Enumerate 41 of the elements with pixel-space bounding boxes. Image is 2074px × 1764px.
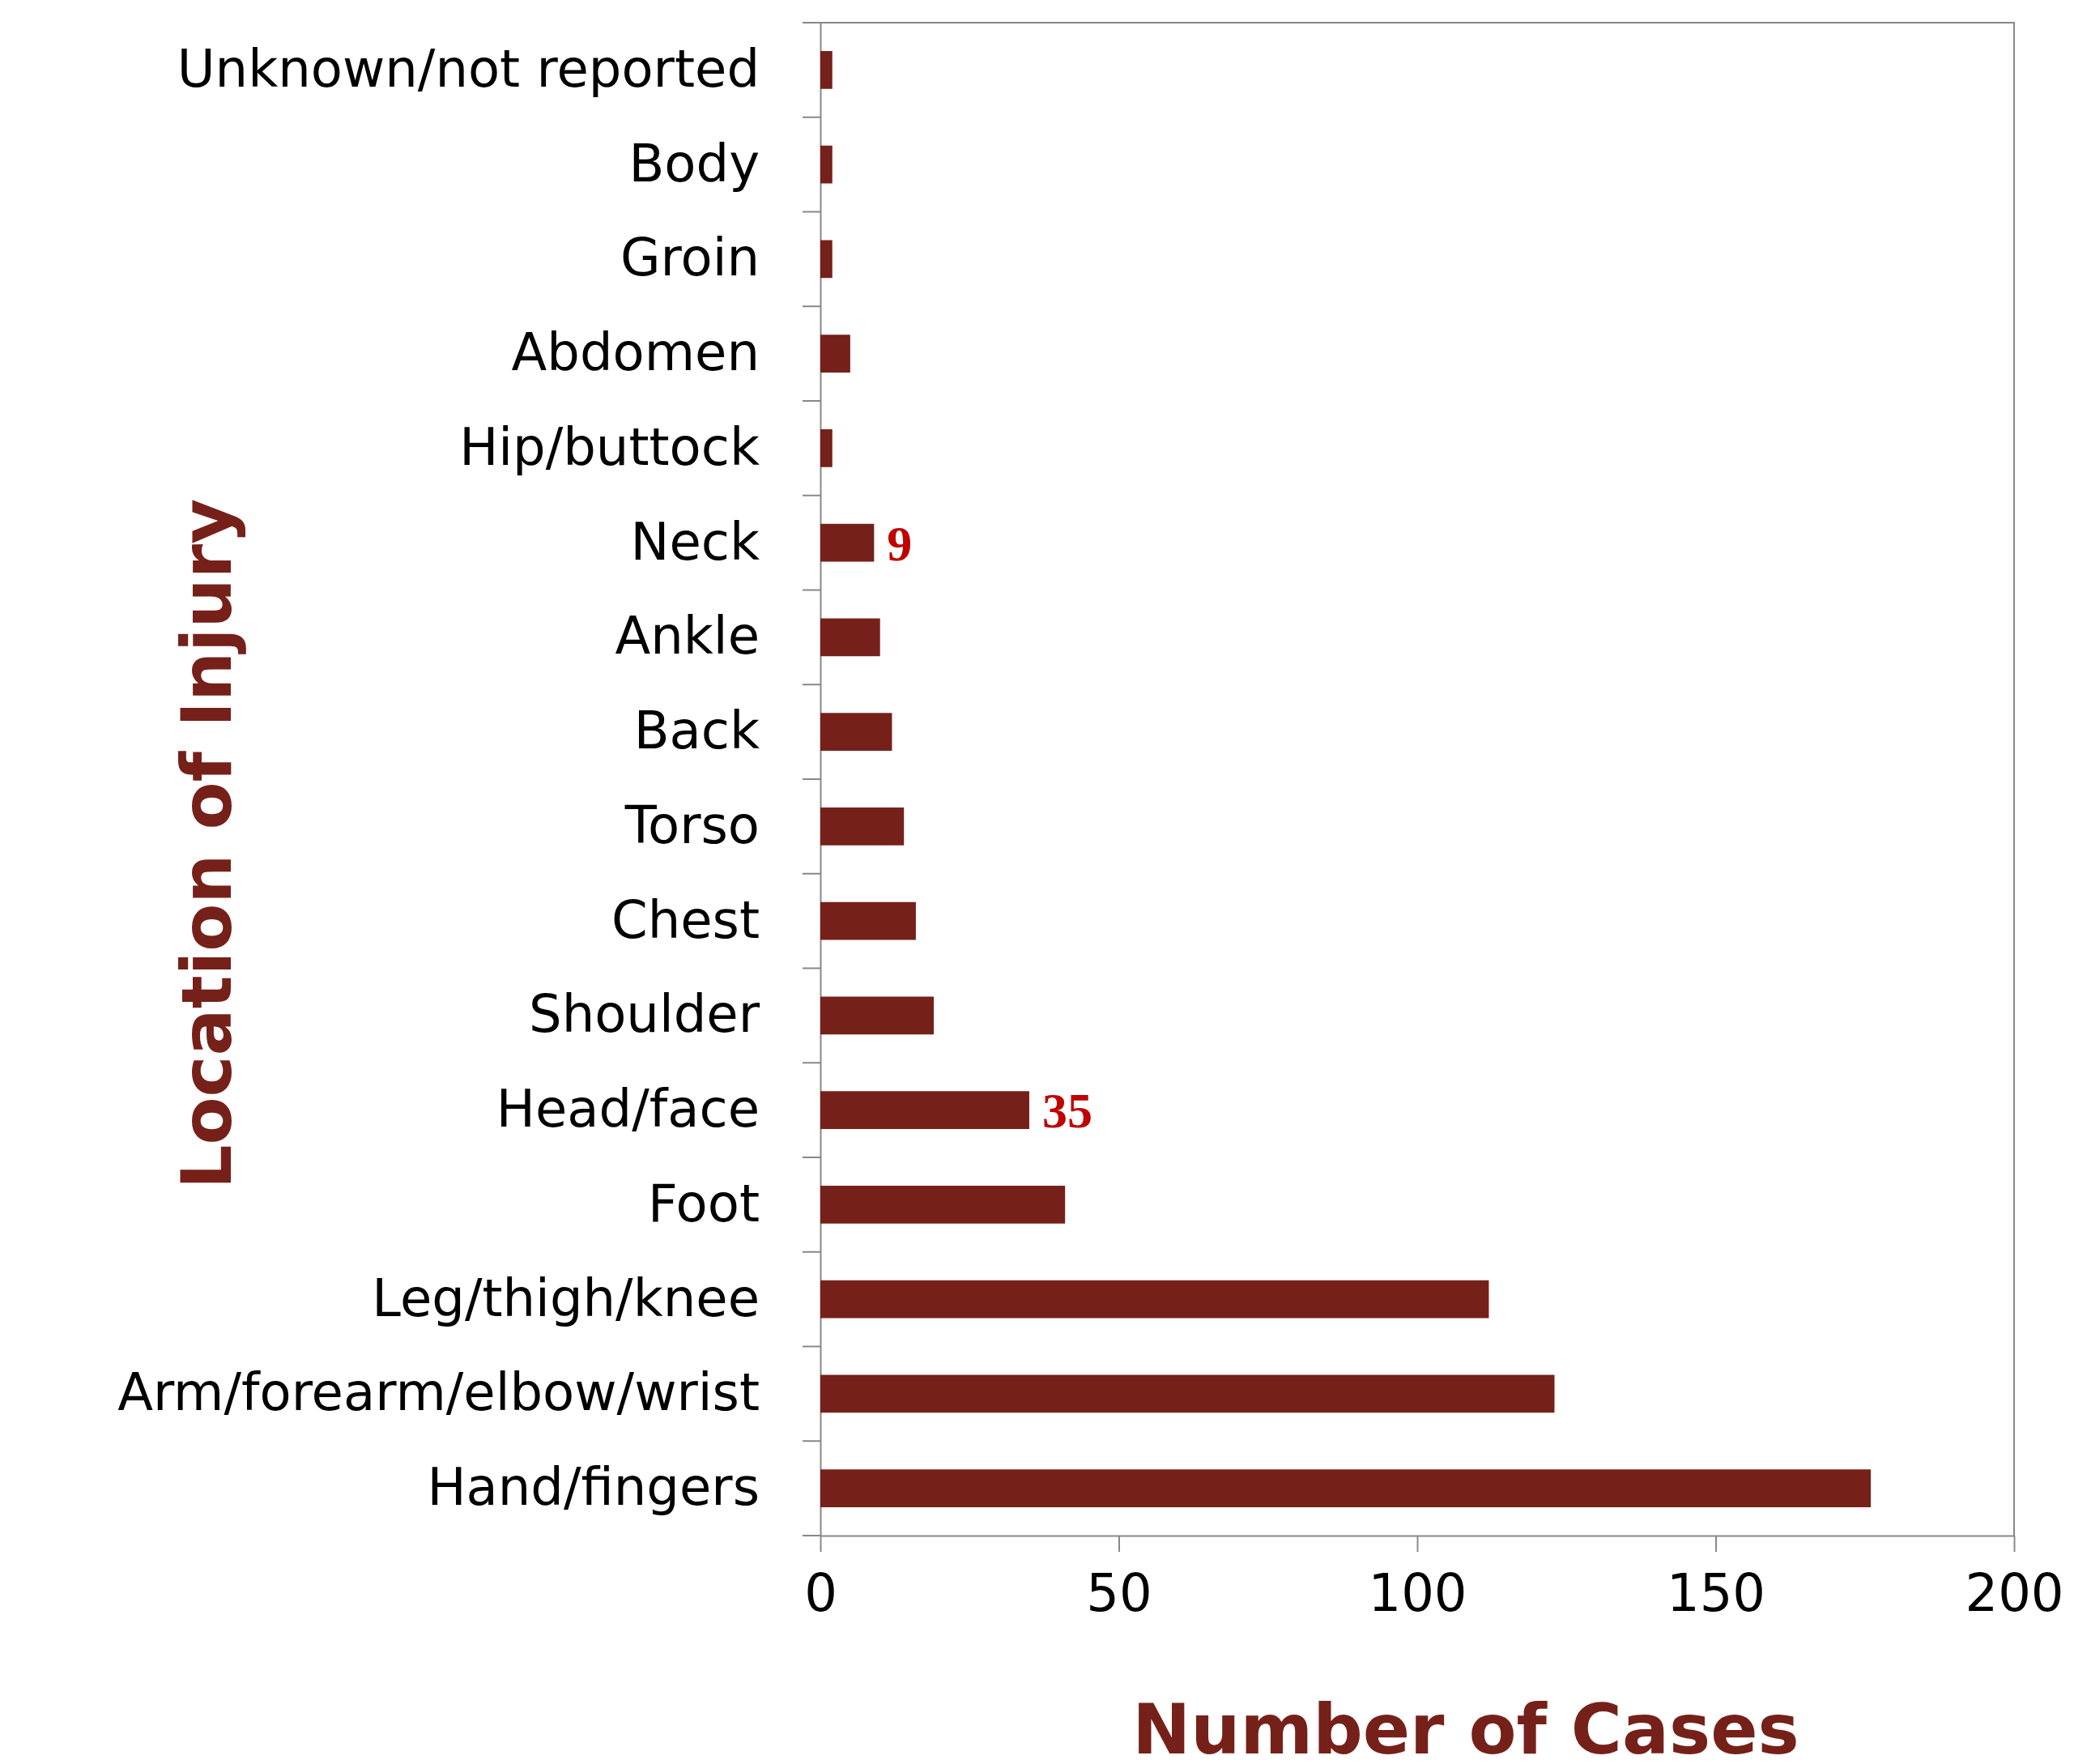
bar — [820, 1186, 1066, 1224]
y-tick-label: Body — [628, 133, 760, 194]
data-label: 9 — [887, 515, 913, 571]
bar — [820, 240, 833, 279]
y-tick-label: Arm/forearm/elbow/wrist — [117, 1362, 760, 1423]
bar — [820, 334, 850, 373]
x-tick-label: 150 — [1666, 1563, 1766, 1624]
x-tick-label: 100 — [1368, 1563, 1467, 1624]
y-tick-label: Leg/thigh/knee — [372, 1268, 760, 1328]
y-tick-label: Shoulder — [529, 984, 760, 1045]
bar — [820, 807, 905, 846]
bar — [820, 713, 892, 751]
x-tick-label: 200 — [1965, 1563, 2064, 1624]
y-tick-label: Neck — [630, 511, 760, 572]
y-axis-title: Location of Injury — [166, 498, 247, 1190]
bar — [820, 51, 833, 89]
y-tick-label: Ankle — [615, 606, 760, 667]
y-tick-label: Abdomen — [511, 322, 760, 383]
y-tick-label: Chest — [611, 889, 760, 950]
y-tick-label: Unknown/not reported — [177, 38, 760, 99]
y-tick-label: Back — [633, 701, 760, 761]
x-axis-title: Number of Cases — [1132, 1689, 1799, 1764]
bar — [820, 1280, 1489, 1319]
y-tick-label: Head/face — [496, 1079, 760, 1140]
x-tick-label: 50 — [1086, 1563, 1152, 1624]
bar — [820, 429, 833, 467]
y-tick-label: Hand/fingers — [427, 1457, 760, 1518]
data-label: 35 — [1041, 1083, 1092, 1139]
bar — [820, 145, 833, 184]
bar — [820, 523, 875, 562]
y-tick-label: Groin — [620, 228, 760, 288]
y-tick-label: Torso — [624, 795, 760, 855]
bar — [820, 996, 935, 1035]
bar — [820, 1091, 1029, 1129]
bar — [820, 1374, 1555, 1413]
bar — [820, 618, 880, 657]
x-tick-label: 0 — [804, 1563, 837, 1624]
y-tick-label: Foot — [648, 1173, 760, 1234]
bar — [820, 901, 916, 940]
bar — [820, 1469, 1872, 1507]
y-tick-label: Hip/buttock — [459, 416, 760, 477]
